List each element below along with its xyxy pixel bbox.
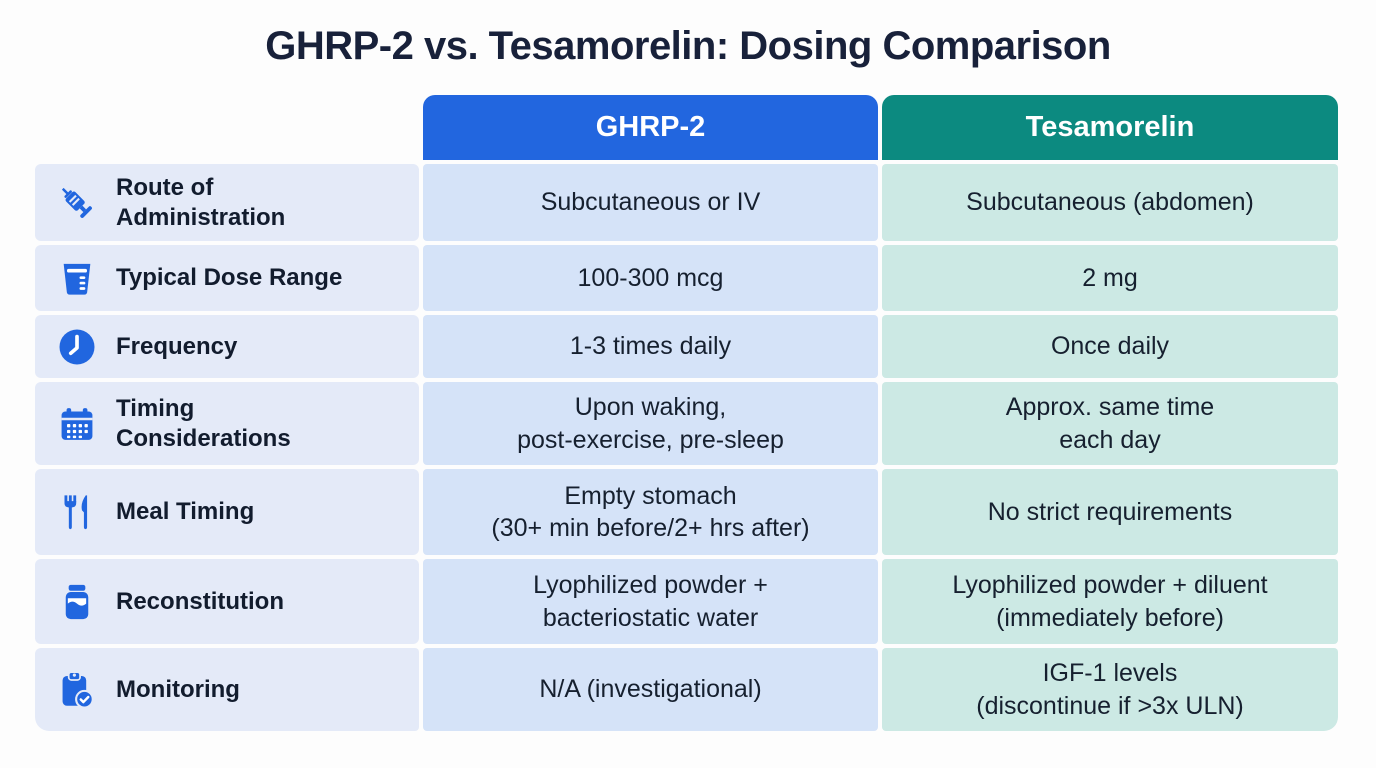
header-spacer	[35, 95, 419, 160]
row-label-cell: Monitoring	[35, 648, 419, 731]
cell-tesamorelin-row-2: Once daily	[882, 315, 1338, 378]
row-label-cell: Reconstitution	[35, 559, 419, 644]
cell-ghrp2-row-3: Upon waking, post-exercise, pre-sleep	[423, 382, 878, 465]
cell-tesamorelin-row-0: Subcutaneous (abdomen)	[882, 164, 1338, 241]
cell-tesamorelin-row-1: 2 mg	[882, 245, 1338, 311]
cell-tesamorelin-row-4: No strict requirements	[882, 469, 1338, 555]
dose-cup-icon	[55, 258, 99, 298]
cell-tesamorelin-row-3: Approx. same time each day	[882, 382, 1338, 465]
calendar-icon	[55, 404, 99, 444]
clock-icon	[55, 327, 99, 367]
comparison-table: GHRP-2 Tesamorelin Route of Administrati…	[35, 95, 1338, 731]
cell-ghrp2-row-6: N/A (investigational)	[423, 648, 878, 731]
syringe-icon	[55, 182, 99, 224]
row-label-cell: Timing Considerations	[35, 382, 419, 465]
row-label: Reconstitution	[116, 587, 284, 615]
row-label: Monitoring	[116, 675, 240, 703]
cell-tesamorelin-row-6: IGF-1 levels (discontinue if >3x ULN)	[882, 648, 1338, 731]
utensils-icon	[55, 492, 99, 532]
row-label-cell: Meal Timing	[35, 469, 419, 555]
cell-ghrp2-row-1: 100-300 mcg	[423, 245, 878, 311]
row-label-cell: Typical Dose Range	[35, 245, 419, 311]
row-label: Meal Timing	[116, 498, 255, 526]
row-label-cell: Frequency	[35, 315, 419, 378]
cell-ghrp2-row-0: Subcutaneous or IV	[423, 164, 878, 241]
cell-ghrp2-row-4: Empty stomach (30+ min before/2+ hrs aft…	[423, 469, 878, 555]
bottle-icon	[55, 582, 99, 622]
cell-tesamorelin-row-5: Lyophilized powder + diluent (immediatel…	[882, 559, 1338, 644]
cell-ghrp2-row-5: Lyophilized powder + bacteriostatic wate…	[423, 559, 878, 644]
dosing-comparison-infographic: GHRP-2 vs. Tesamorelin: Dosing Compariso…	[0, 24, 1376, 731]
page-title: GHRP-2 vs. Tesamorelin: Dosing Compariso…	[265, 24, 1111, 68]
row-label: Frequency	[116, 332, 238, 360]
row-label: Timing Considerations	[116, 395, 291, 452]
clipboard-check-icon	[55, 669, 99, 711]
row-label: Route of Administration	[116, 174, 286, 231]
column-header-tesamorelin: Tesamorelin	[882, 95, 1338, 160]
cell-ghrp2-row-2: 1-3 times daily	[423, 315, 878, 378]
row-label: Typical Dose Range	[116, 264, 343, 292]
row-label-cell: Route of Administration	[35, 164, 419, 241]
column-header-ghrp2: GHRP-2	[423, 95, 878, 160]
